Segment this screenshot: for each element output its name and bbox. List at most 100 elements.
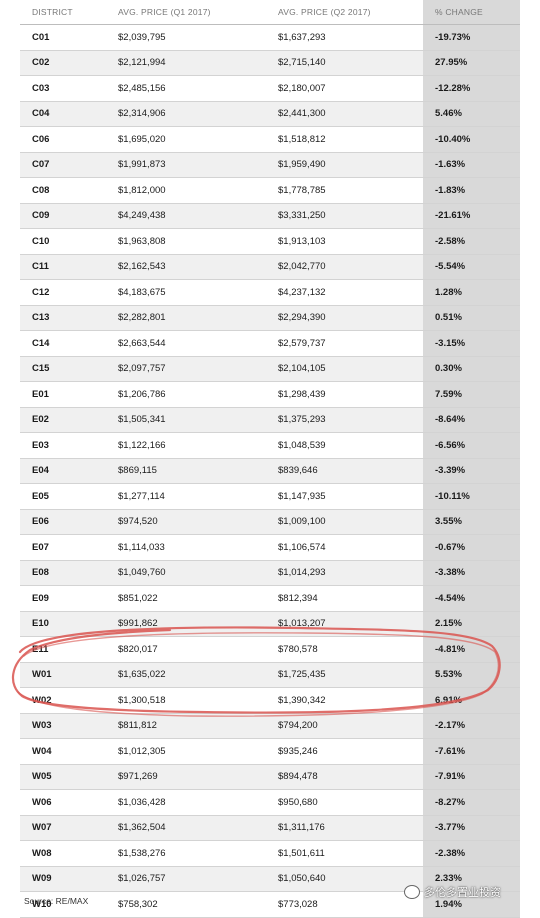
cell-percent-change: -5.54% — [423, 254, 520, 280]
cell-percent-change: 3.55% — [423, 509, 520, 535]
table-row: E10 $991,862 $1,013,207 2.15% — [20, 611, 520, 637]
cell-percent-change: 27.95% — [423, 50, 520, 76]
table-row: C08 $1,812,000 $1,778,785 -1.83% — [20, 177, 520, 204]
cell-avg-price-q1: $2,282,801 — [106, 305, 266, 331]
table-row: C10 $1,963,808 $1,913,103 -2.58% — [20, 228, 520, 255]
cell-avg-price-q2: $1,501,611 — [266, 840, 423, 867]
cell-district: E06 — [20, 509, 106, 535]
cell-percent-change: -10.11% — [423, 483, 520, 510]
cell-percent-change: -6.56% — [423, 432, 520, 459]
table-row: E11 $820,017 $780,578 -4.81% — [20, 636, 520, 663]
cell-district: C06 — [20, 126, 106, 153]
cell-avg-price-q2: $2,042,770 — [266, 254, 423, 280]
source-note: Source: RE/MAX — [24, 896, 89, 906]
cell-district: C12 — [20, 279, 106, 306]
cell-district: C11 — [20, 254, 106, 280]
cell-district: E10 — [20, 611, 106, 637]
cell-percent-change: -3.15% — [423, 330, 520, 357]
cell-avg-price-q2: $1,311,176 — [266, 815, 423, 841]
table-row: C09 $4,249,438 $3,331,250 -21.61% — [20, 203, 520, 229]
table-row: E02 $1,505,341 $1,375,293 -8.64% — [20, 407, 520, 433]
cell-avg-price-q2: $935,246 — [266, 738, 423, 765]
cell-avg-price-q2: $2,294,390 — [266, 305, 423, 331]
table-row: E01 $1,206,786 $1,298,439 7.59% — [20, 381, 520, 408]
cell-district: E03 — [20, 432, 106, 459]
table-row: C11 $2,162,543 $2,042,770 -5.54% — [20, 254, 520, 280]
cell-avg-price-q1: $1,695,020 — [106, 126, 266, 153]
table-row: E08 $1,049,760 $1,014,293 -3.38% — [20, 560, 520, 586]
cell-avg-price-q2: $1,375,293 — [266, 407, 423, 433]
cell-district: W08 — [20, 840, 106, 867]
cell-percent-change: -21.61% — [423, 203, 520, 229]
table-row: C14 $2,663,544 $2,579,737 -3.15% — [20, 330, 520, 357]
cell-avg-price-q1: $1,538,276 — [106, 840, 266, 867]
table-row: W08 $1,538,276 $1,501,611 -2.38% — [20, 840, 520, 867]
cell-percent-change: 5.46% — [423, 101, 520, 127]
cell-avg-price-q1: $851,022 — [106, 585, 266, 612]
table-row: E04 $869,115 $839,646 -3.39% — [20, 458, 520, 484]
cell-district: C10 — [20, 228, 106, 255]
cell-avg-price-q2: $894,478 — [266, 764, 423, 790]
table-header-row: DISTRICT AVG. PRICE (Q1 2017) AVG. PRICE… — [20, 0, 520, 25]
table-row: W09 $1,026,757 $1,050,640 2.33% — [20, 866, 520, 892]
cell-avg-price-q1: $1,277,114 — [106, 483, 266, 510]
cell-avg-price-q1: $971,269 — [106, 764, 266, 790]
cell-avg-price-q1: $1,122,166 — [106, 432, 266, 459]
cell-avg-price-q1: $1,635,022 — [106, 662, 266, 688]
cell-avg-price-q2: $3,331,250 — [266, 203, 423, 229]
cell-avg-price-q2: $812,394 — [266, 585, 423, 612]
cell-percent-change: -7.61% — [423, 738, 520, 765]
table-row: C04 $2,314,906 $2,441,300 5.46% — [20, 101, 520, 127]
cell-avg-price-q2: $1,959,490 — [266, 152, 423, 178]
cell-avg-price-q2: $780,578 — [266, 636, 423, 663]
cell-avg-price-q1: $1,505,341 — [106, 407, 266, 433]
table-row: C13 $2,282,801 $2,294,390 0.51% — [20, 305, 520, 331]
cell-avg-price-q2: $1,147,935 — [266, 483, 423, 510]
cell-avg-price-q2: $2,441,300 — [266, 101, 423, 127]
cell-district: C04 — [20, 101, 106, 127]
cell-percent-change: -1.63% — [423, 152, 520, 178]
cell-avg-price-q2: $1,298,439 — [266, 381, 423, 408]
cell-percent-change: 7.59% — [423, 381, 520, 408]
cell-percent-change: 2.33% — [423, 866, 520, 892]
table-row: C15 $2,097,757 $2,104,105 0.30% — [20, 356, 520, 382]
cell-avg-price-q1: $1,036,428 — [106, 789, 266, 816]
cell-district: W06 — [20, 789, 106, 816]
cell-avg-price-q2: $1,009,100 — [266, 509, 423, 535]
cell-district: C07 — [20, 152, 106, 178]
cell-avg-price-q1: $1,049,760 — [106, 560, 266, 586]
cell-avg-price-q1: $1,206,786 — [106, 381, 266, 408]
cell-avg-price-q1: $820,017 — [106, 636, 266, 663]
cell-district: E09 — [20, 585, 106, 612]
cell-percent-change: -4.54% — [423, 585, 520, 612]
cell-avg-price-q1: $2,039,795 — [106, 24, 266, 51]
cell-district: C03 — [20, 75, 106, 102]
cell-district: E05 — [20, 483, 106, 510]
header-avg-price-q2: AVG. PRICE (Q2 2017) — [266, 0, 423, 25]
cell-percent-change: -0.67% — [423, 534, 520, 561]
cell-district: W09 — [20, 866, 106, 892]
table-row: E07 $1,114,033 $1,106,574 -0.67% — [20, 534, 520, 561]
cell-district: C02 — [20, 50, 106, 76]
cell-avg-price-q2: $794,200 — [266, 713, 423, 739]
cell-avg-price-q1: $1,362,504 — [106, 815, 266, 841]
cell-percent-change: -3.38% — [423, 560, 520, 586]
cell-avg-price-q2: $1,050,640 — [266, 866, 423, 892]
cell-avg-price-q1: $2,314,906 — [106, 101, 266, 127]
table-row: W05 $971,269 $894,478 -7.91% — [20, 764, 520, 790]
cell-district: E02 — [20, 407, 106, 433]
cell-district: E11 — [20, 636, 106, 663]
cell-district: C13 — [20, 305, 106, 331]
cell-avg-price-q1: $2,121,994 — [106, 50, 266, 76]
cell-percent-change: 6.91% — [423, 687, 520, 714]
cell-avg-price-q1: $1,114,033 — [106, 534, 266, 561]
cell-percent-change: 0.30% — [423, 356, 520, 382]
cell-avg-price-q1: $974,520 — [106, 509, 266, 535]
price-table-container: DISTRICT AVG. PRICE (Q1 2017) AVG. PRICE… — [20, 0, 520, 918]
cell-avg-price-q1: $2,162,543 — [106, 254, 266, 280]
cell-district: W01 — [20, 662, 106, 688]
cell-avg-price-q2: $1,637,293 — [266, 24, 423, 51]
cell-avg-price-q1: $1,812,000 — [106, 177, 266, 204]
cell-district: W10 — [20, 891, 106, 918]
cell-district: E01 — [20, 381, 106, 408]
